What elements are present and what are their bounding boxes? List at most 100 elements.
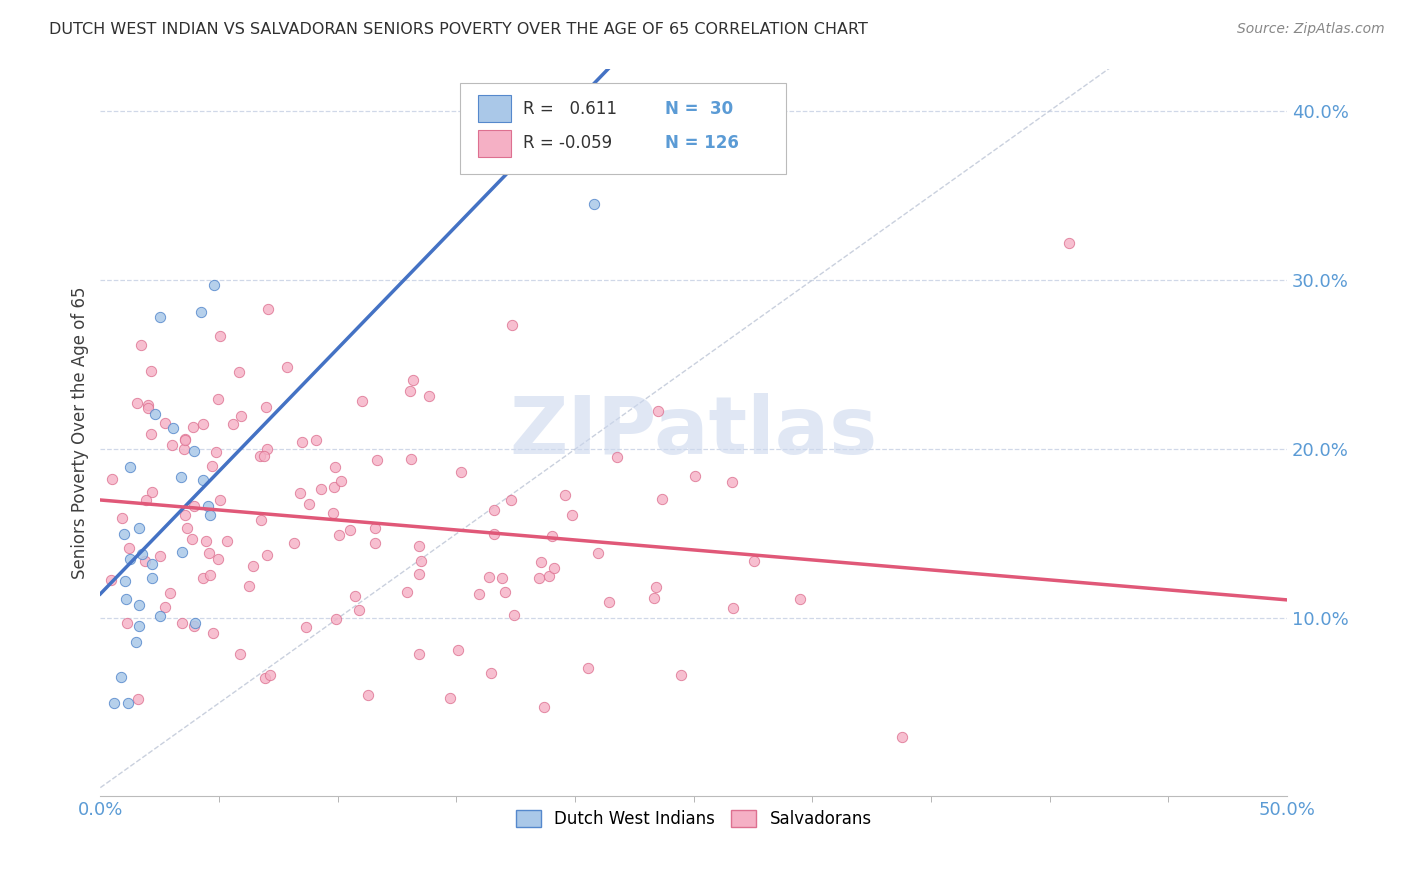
Point: [540, 528, 562, 542]
Bar: [478, 95, 510, 122]
Point: [128, 520, 150, 534]
Point: [120, 459, 142, 474]
Point: [141, 485, 163, 500]
Point: [209, 493, 232, 508]
Point: [723, 601, 745, 615]
Point: [128, 599, 150, 613]
Point: [180, 532, 202, 546]
Point: [201, 458, 224, 473]
Point: [202, 277, 225, 292]
Point: [537, 569, 560, 583]
Point: [176, 521, 198, 535]
Point: [408, 648, 430, 662]
Point: [450, 465, 472, 479]
Point: [183, 619, 205, 633]
Point: [127, 692, 149, 706]
Point: [501, 493, 523, 508]
Point: [173, 508, 195, 523]
Point: [503, 608, 526, 623]
Point: [343, 589, 366, 603]
Point: [197, 499, 219, 513]
Point: [295, 620, 318, 634]
Point: [141, 571, 163, 585]
Point: [115, 591, 138, 606]
Point: [259, 668, 281, 682]
Point: [183, 500, 205, 514]
Point: [200, 508, 222, 522]
Bar: [478, 129, 510, 157]
Point: [115, 616, 138, 631]
Point: [153, 417, 176, 431]
Point: [586, 546, 609, 560]
Point: [229, 409, 252, 424]
Point: [183, 444, 205, 458]
Point: [162, 421, 184, 435]
FancyBboxPatch shape: [460, 83, 786, 174]
Point: [131, 547, 153, 561]
Point: [283, 536, 305, 550]
Point: [256, 442, 278, 456]
Point: [149, 609, 172, 624]
Point: [366, 453, 388, 467]
Text: N = 126: N = 126: [665, 135, 740, 153]
Point: [789, 592, 811, 607]
Point: [323, 459, 346, 474]
Point: [112, 526, 135, 541]
Point: [170, 470, 193, 484]
Point: [201, 625, 224, 640]
Point: [554, 488, 576, 502]
Point: [533, 699, 555, 714]
Point: [131, 338, 153, 352]
Point: [329, 474, 352, 488]
Point: [256, 548, 278, 562]
Point: [482, 526, 505, 541]
Point: [172, 545, 194, 559]
Point: [339, 523, 361, 537]
Point: [298, 497, 321, 511]
Text: Source: ZipAtlas.com: Source: ZipAtlas.com: [1237, 22, 1385, 37]
Point: [408, 566, 430, 581]
Point: [191, 417, 214, 431]
Point: [644, 580, 666, 594]
Point: [720, 475, 742, 489]
Point: [494, 585, 516, 599]
Text: ZIPatlas: ZIPatlas: [509, 393, 877, 471]
Point: [198, 545, 221, 559]
Point: [651, 492, 673, 507]
Point: [576, 661, 599, 675]
Point: [103, 696, 125, 710]
Point: [114, 574, 136, 589]
Point: [238, 579, 260, 593]
Point: [418, 389, 440, 403]
Point: [198, 568, 221, 582]
Point: [139, 427, 162, 442]
Point: [204, 445, 226, 459]
Point: [254, 401, 277, 415]
Point: [309, 482, 332, 496]
Legend: Dutch West Indians, Salvadorans: Dutch West Indians, Salvadorans: [509, 804, 879, 835]
Point: [291, 435, 314, 450]
Point: [395, 585, 418, 599]
Point: [159, 585, 181, 599]
Point: [325, 612, 347, 626]
Point: [242, 559, 264, 574]
Point: [478, 570, 501, 584]
Point: [209, 329, 232, 343]
Point: [305, 434, 328, 448]
Y-axis label: Seniors Poverty Over the Age of 65: Seniors Poverty Over the Age of 65: [72, 286, 89, 579]
Point: [139, 364, 162, 378]
Point: [1057, 235, 1080, 250]
Point: [173, 442, 195, 457]
Point: [253, 449, 276, 463]
Point: [172, 615, 194, 630]
Point: [110, 511, 132, 525]
Point: [408, 539, 430, 553]
Point: [543, 560, 565, 574]
Point: [184, 616, 207, 631]
Point: [399, 384, 422, 398]
Point: [138, 401, 160, 416]
Point: [250, 513, 273, 527]
Point: [207, 551, 229, 566]
Point: [683, 468, 706, 483]
Point: [141, 557, 163, 571]
